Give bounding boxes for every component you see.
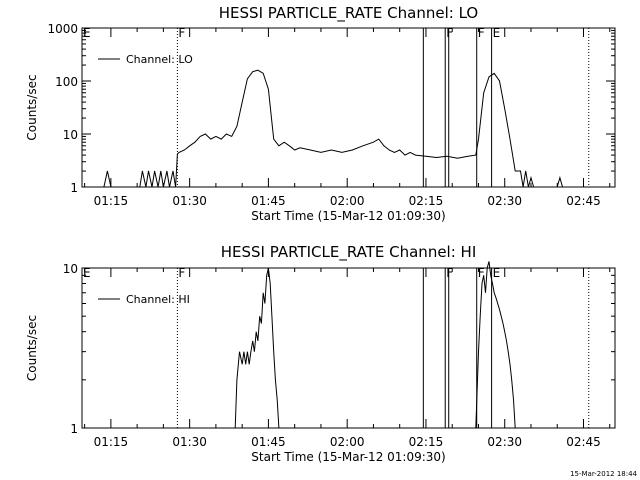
series-line xyxy=(82,69,563,188)
event-marker-label: E xyxy=(83,266,91,280)
plot-frame xyxy=(81,267,616,429)
y-tick-label: 100 xyxy=(55,75,78,89)
x-tick-label: 01:15 xyxy=(94,194,129,208)
x-tick-label: 01:45 xyxy=(251,435,286,449)
y-tick-label: 1000 xyxy=(47,22,78,36)
event-marker-label: F xyxy=(178,26,185,40)
event-marker-label: E xyxy=(493,266,501,280)
x-tick-label: 01:30 xyxy=(172,435,207,449)
legend-label: Channel: LO xyxy=(126,53,193,66)
legend-label: Channel: HI xyxy=(126,293,190,306)
x-tick-label: 01:15 xyxy=(94,435,129,449)
x-tick-label: 02:00 xyxy=(330,194,365,208)
x-tick-label: 01:45 xyxy=(251,194,286,208)
x-tick-label: 01:30 xyxy=(172,194,207,208)
chart-title: HESSI PARTICLE_RATE Channel: LO xyxy=(219,4,478,23)
x-tick-label: 02:15 xyxy=(409,435,444,449)
series-line xyxy=(234,261,516,429)
plot-frame xyxy=(81,27,616,188)
event-marker-label: F xyxy=(446,266,453,280)
x-tick-label: 02:30 xyxy=(487,435,522,449)
hi-channel-panel: HESSI PARTICLE_RATE Channel: HI 01:15 01:3… xyxy=(25,243,616,464)
y-axis-label: Counts/sec xyxy=(25,74,39,140)
chart-title: HESSI PARTICLE_RATE Channel: HI xyxy=(221,243,477,262)
x-axis-label: Start Time (15-Mar-12 01:09:30) xyxy=(251,450,445,464)
x-tick-label: 02:15 xyxy=(409,194,444,208)
x-tick-label: 02:45 xyxy=(566,194,601,208)
y-tick-label: 10 xyxy=(63,262,78,276)
event-marker-label: F xyxy=(178,266,185,280)
x-tick-label: 02:45 xyxy=(566,435,601,449)
lo-channel-panel: HESSI PARTICLE_RATE Channel: LO 01:15 01:3… xyxy=(25,4,616,223)
event-marker-label: E xyxy=(83,26,91,40)
x-tick-label: 02:00 xyxy=(330,435,365,449)
y-tick-label: 10 xyxy=(63,128,78,142)
event-marker-label: F xyxy=(478,266,485,280)
footer-stamp: 15-Mar-2012 18:44 xyxy=(570,470,637,478)
event-marker-label: F xyxy=(478,26,485,40)
x-tick-label: 02:30 xyxy=(487,194,522,208)
y-axis-label: Counts/sec xyxy=(25,315,39,381)
event-marker-label: F xyxy=(446,26,453,40)
event-marker-label: E xyxy=(493,26,501,40)
x-axis-label: Start Time (15-Mar-12 01:09:30) xyxy=(251,209,445,223)
y-tick-label: 1 xyxy=(70,422,78,436)
y-tick-label: 1 xyxy=(70,181,78,195)
